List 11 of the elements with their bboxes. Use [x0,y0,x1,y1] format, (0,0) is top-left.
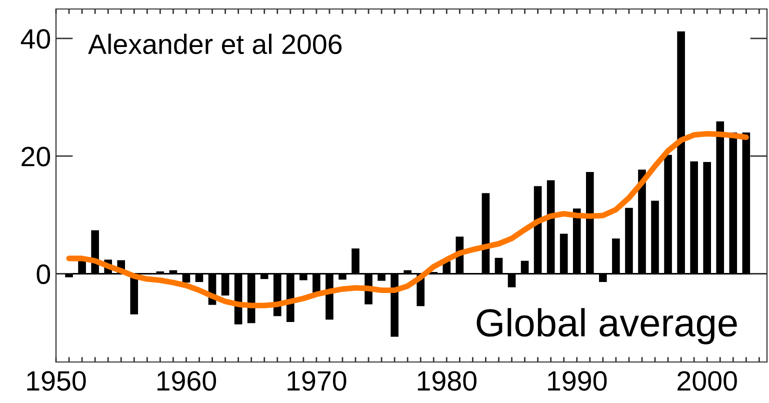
x-tick-label: 1950 [27,371,86,391]
x-tick-label: 1960 [157,371,216,391]
x-tick-label: 1980 [418,371,476,391]
annotation: Alexander et al 2006 [88,34,342,54]
annotation: Global average [476,308,737,344]
x-tick-label: 1970 [288,371,346,391]
y-tick-label: 20 [22,146,50,166]
y-tick-label: 40 [20,29,50,49]
x-tick-label: 1990 [548,371,607,391]
y-tick-label: 0 [36,264,50,284]
x-tick-label: 2000 [678,371,737,391]
